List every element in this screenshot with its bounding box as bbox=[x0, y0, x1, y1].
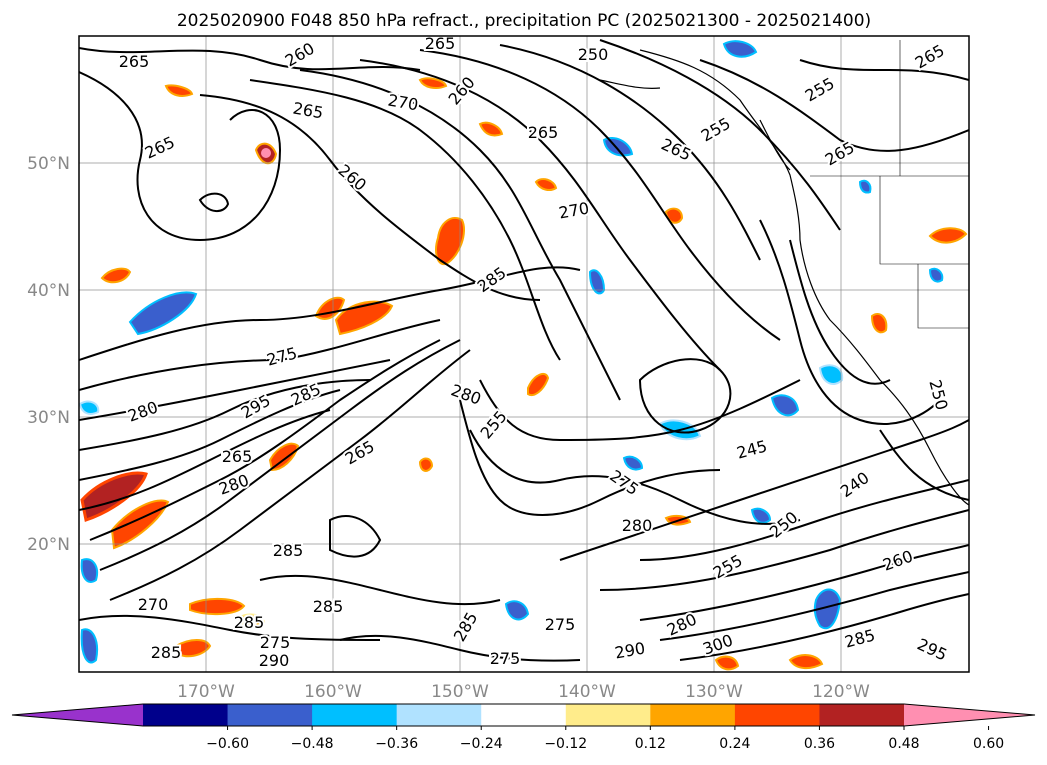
contour-label: 275 bbox=[490, 649, 521, 668]
colorbar-segment bbox=[227, 704, 313, 726]
contour-label: 265 bbox=[528, 123, 559, 142]
lon-label: 140°W bbox=[558, 682, 616, 702]
colorbar-outline bbox=[11, 703, 1036, 727]
contour-label: 275 bbox=[260, 633, 291, 652]
colorbar-tick-label: −0.60 bbox=[206, 736, 249, 752]
contour-label: 285 bbox=[313, 597, 344, 616]
precipitation-shading bbox=[79, 40, 968, 671]
colorbar-segment bbox=[396, 704, 482, 726]
lon-label: 130°W bbox=[685, 682, 743, 702]
graticule bbox=[79, 36, 969, 672]
colorbar: −0.60 −0.48 −0.36 −0.24 −0.12 0.12 0.24 0.36 0.4… bbox=[11, 703, 1036, 752]
colorbar-tick-label: 0.24 bbox=[719, 736, 750, 752]
map-panel: 265 265 260 265 250 270 260 265 265 260 … bbox=[79, 34, 969, 672]
colorbar-tick-label: 0.60 bbox=[973, 736, 1004, 752]
latitude-axis: 50°N 40°N 30°N 20°N bbox=[27, 154, 70, 555]
contour-label: 265 bbox=[222, 447, 253, 466]
colorbar-tick-label: 0.36 bbox=[804, 736, 835, 752]
lat-label: 50°N bbox=[27, 154, 70, 174]
colorbar-segment bbox=[143, 704, 229, 726]
lat-label: 30°N bbox=[27, 408, 70, 428]
lon-label: 170°W bbox=[177, 682, 235, 702]
contour-label: 285 bbox=[151, 643, 182, 662]
colorbar-segment bbox=[312, 704, 398, 726]
colorbar-segment bbox=[819, 704, 905, 726]
contour-label: 290 bbox=[259, 651, 290, 670]
colorbar-segment bbox=[565, 704, 651, 726]
refractivity-contours bbox=[79, 39, 969, 662]
colorbar-tick-label: 0.48 bbox=[888, 736, 919, 752]
lon-label: 150°W bbox=[431, 682, 489, 702]
lon-label: 160°W bbox=[304, 682, 362, 702]
colorbar-segment bbox=[481, 704, 567, 726]
lat-label: 20°N bbox=[27, 535, 70, 555]
colorbar-tick-label: −0.12 bbox=[544, 736, 587, 752]
colorbar-tick-label: −0.48 bbox=[291, 736, 334, 752]
contour-label: 250 bbox=[578, 45, 609, 64]
contour-label: 270 bbox=[138, 595, 169, 614]
colorbar-tick-label: 0.12 bbox=[635, 736, 666, 752]
longitude-axis: 170°W 160°W 150°W 140°W 130°W 120°W bbox=[177, 682, 870, 702]
colorbar-extend-high bbox=[904, 704, 1035, 726]
coastlines bbox=[599, 40, 969, 506]
contour-label: 275 bbox=[545, 615, 576, 634]
colorbar-segment bbox=[650, 704, 736, 726]
colorbar-tick-label: −0.36 bbox=[375, 736, 418, 752]
contour-label: 265 bbox=[119, 52, 150, 71]
map-frame bbox=[78, 35, 970, 673]
contour-label: 285 bbox=[234, 613, 265, 632]
colorbar-tick-label: −0.24 bbox=[460, 736, 503, 752]
contour-label: 265 bbox=[425, 34, 456, 53]
contour-label: 285 bbox=[273, 541, 304, 560]
contour-label: 280 bbox=[622, 516, 653, 535]
figure-title: 2025020900 F048 850 hPa refract., precip… bbox=[177, 11, 871, 31]
colorbar-extend-low bbox=[12, 704, 143, 726]
lon-label: 120°W bbox=[812, 682, 870, 702]
colorbar-segment bbox=[734, 704, 820, 726]
lat-label: 40°N bbox=[27, 281, 70, 301]
